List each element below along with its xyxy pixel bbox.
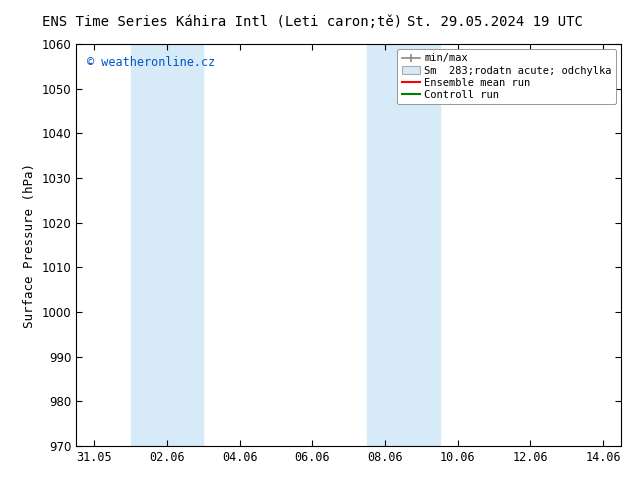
- Legend: min/max, Sm  283;rodatn acute; odchylka, Ensemble mean run, Controll run: min/max, Sm 283;rodatn acute; odchylka, …: [398, 49, 616, 104]
- Bar: [367, 44, 439, 446]
- Text: ENS Time Series Káhira Intl (Leti caron;tě): ENS Time Series Káhira Intl (Leti caron;…: [42, 15, 402, 29]
- Text: © weatheronline.cz: © weatheronline.cz: [87, 56, 215, 69]
- Bar: [131, 44, 204, 446]
- Text: St. 29.05.2024 19 UTC: St. 29.05.2024 19 UTC: [406, 15, 583, 29]
- Y-axis label: Surface Pressure (hPa): Surface Pressure (hPa): [23, 163, 36, 327]
